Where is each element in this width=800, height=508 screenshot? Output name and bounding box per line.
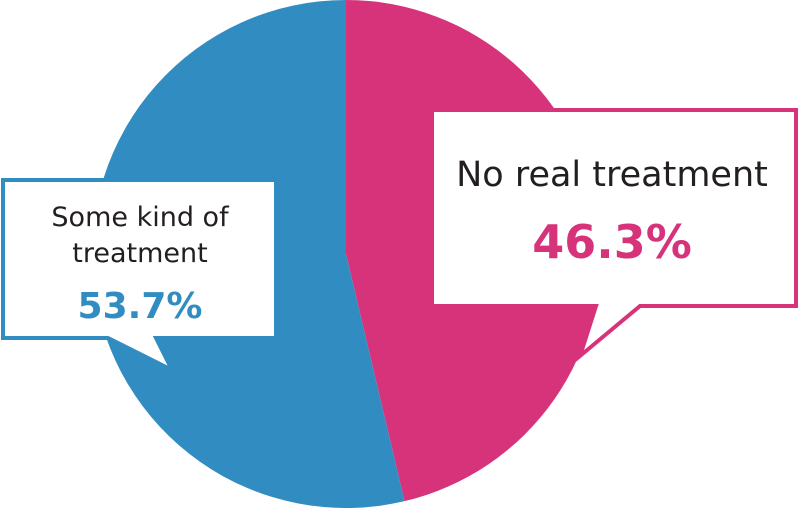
callout-some-kind-of-treatment: Some kind of treatment 53.7% bbox=[1, 178, 278, 375]
callout-label-some-kind-of-treatment-line1: Some kind of bbox=[51, 202, 230, 233]
callout-box-no-real-treatment bbox=[430, 108, 798, 362]
callout-label-no-real-treatment: No real treatment bbox=[456, 155, 768, 195]
callout-value-some-kind-of-treatment: 53.7% bbox=[78, 286, 203, 327]
callout-box-some-kind-of-treatment bbox=[1, 178, 278, 375]
callout-value-no-real-treatment: 46.3% bbox=[532, 215, 692, 269]
callout-label-some-kind-of-treatment-line2: treatment bbox=[72, 238, 207, 269]
callout-no-real-treatment: No real treatment 46.3% bbox=[430, 108, 798, 362]
